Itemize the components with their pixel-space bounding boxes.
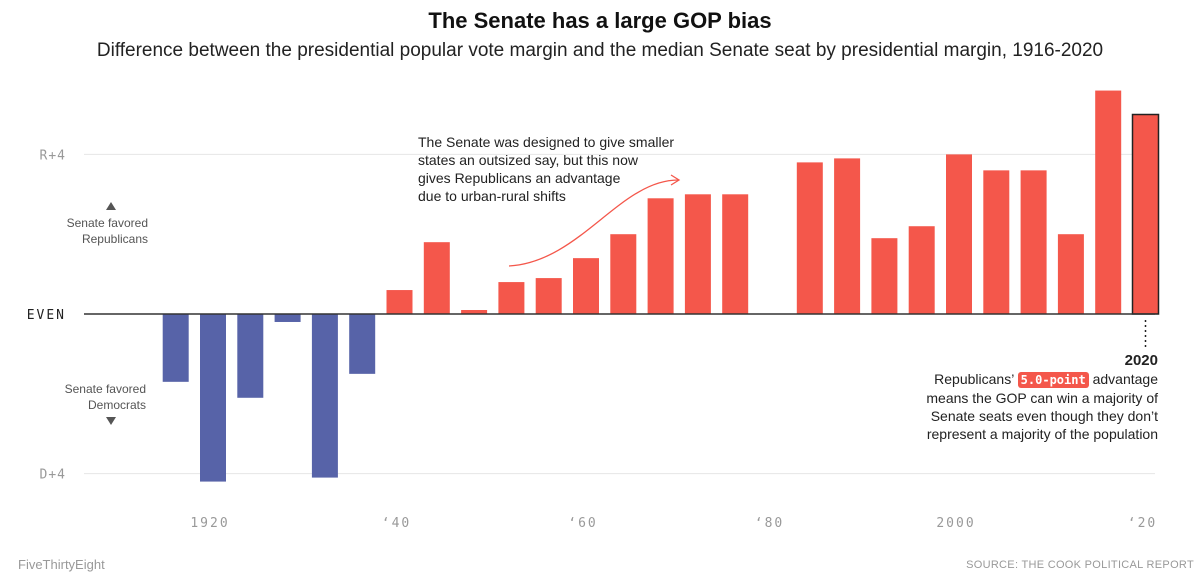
annotation-2020-line2: means the GOP can win a majority of [926,390,1158,406]
bar-1916 [162,314,189,382]
x-tick-label: ‘20 [1128,516,1157,531]
x-axis-ticks: 1920 ‘40 ‘60 ‘80 2000 ‘20 [190,516,1157,531]
bar-2004 [983,170,1010,314]
bar-1984 [796,162,823,314]
bar-1940 [386,290,413,314]
bar-1920 [200,314,226,482]
arrowhead-icon [670,174,681,186]
y-axis-ticks: R+4 EVEN D+4 [27,148,66,483]
bar-1988 [834,158,861,314]
side-label-republicans: Republicans [82,232,148,246]
annotation-line: gives Republicans an advantage [418,170,621,186]
chart-subtitle: Difference between the presidential popu… [96,40,1104,61]
bar-1964 [610,234,637,314]
triangle-up-icon [106,202,116,210]
annotation-line: states an outsized say, but this now [418,152,638,168]
annotation-arrows [508,174,1147,350]
bar-1956 [535,278,562,314]
annotation-2020-line4: represent a majority of the population [926,426,1158,442]
bar-1932 [311,314,338,478]
bar-1960 [573,258,599,314]
highlight-badge: 5.0-point [1017,372,1089,388]
gridlines [84,153,1155,475]
source-credit: SOURCE: THE COOK POLITICAL REPORT [966,559,1194,571]
annotation-arrow [508,179,679,267]
annotation-line: The Senate was designed to give smaller [418,134,675,150]
x-tick-label: ‘60 [568,516,597,531]
x-tick-label: 2000 [936,516,975,531]
bar-1996 [908,226,935,314]
annotation-2020-line1: Republicans’ 5.0-point advantage [926,370,1158,389]
annotation-2020-prefix: Republicans’ [934,371,1014,387]
y-tick-label: EVEN [27,308,66,323]
bar-2008 [1020,170,1047,314]
bar-2020 [1131,113,1160,315]
side-label-democrats: Democrats [88,398,146,412]
annotation-senate-design: The Senate was designed to give smaller … [418,133,674,205]
bar-2000 [946,154,972,314]
chart-title: The Senate has a large GOP bias [428,8,772,33]
bar-2012 [1057,234,1084,314]
x-tick-label: 1920 [190,516,229,531]
annotation-2020-line3: Senate seats even though they don’t [930,408,1158,424]
bar-1924 [237,314,264,398]
y-tick-label: R+4 [40,148,66,163]
bar-1928 [274,314,301,322]
annotation-line: due to urban-rural shifts [418,188,566,204]
bar-1936 [349,314,376,374]
bar-1972 [684,194,711,314]
bar-1948 [461,310,488,314]
x-tick-label: ‘80 [755,516,784,531]
annotation-2020-year: 2020 [1124,352,1158,369]
bar-2016 [1095,90,1122,314]
bar-1944 [423,242,450,314]
bar-1968 [647,198,674,314]
side-labels: Senate favored Republicans Senate favored D… [65,202,148,425]
y-tick-label: D+4 [40,468,66,483]
bars [162,90,1160,482]
bar-1952 [498,282,525,314]
x-tick-label: ‘40 [382,516,411,531]
triangle-down-icon [106,417,116,425]
bar-1976 [722,194,749,314]
bar-1992 [871,238,898,314]
annotation-2020: 2020 Republicans’ 5.0-point advantage me… [926,352,1158,443]
brand-logo: FiveThirtyEight [18,557,105,572]
side-label-democrats: Senate favored [65,382,146,396]
side-label-republicans: Senate favored [67,216,148,230]
annotation-2020-suffix: advantage [1092,371,1158,387]
